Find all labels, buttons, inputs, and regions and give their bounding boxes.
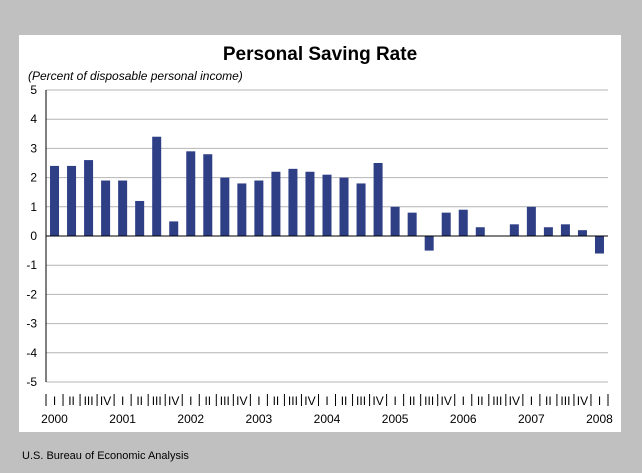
x-tick-label: II [68, 394, 75, 408]
x-tick-label: IV [577, 394, 588, 408]
year-label: 2008 [586, 412, 613, 426]
bar [526, 206, 536, 236]
bar [594, 236, 604, 254]
bar [441, 212, 451, 236]
bar [475, 227, 485, 236]
x-tick-label: IV [168, 394, 179, 408]
bar [220, 177, 230, 236]
year-label: 2005 [382, 412, 409, 426]
bar [101, 180, 111, 236]
bar [390, 206, 400, 236]
y-tick-label: 5 [30, 83, 37, 97]
bar [50, 165, 60, 236]
bar [271, 171, 281, 236]
x-tick-label: IV [304, 394, 315, 408]
x-tick-label: II [409, 394, 416, 408]
bar [373, 163, 383, 236]
year-label: 2004 [314, 412, 341, 426]
bar [135, 200, 145, 236]
year-label: 2001 [109, 412, 136, 426]
bar [577, 230, 587, 236]
x-tick-label: IV [100, 394, 111, 408]
bar [254, 180, 264, 236]
bar [560, 224, 570, 236]
year-label: 2003 [246, 412, 273, 426]
y-tick-label: -2 [26, 287, 37, 301]
bar [288, 168, 298, 236]
bar [186, 151, 196, 236]
y-tick-label: -4 [26, 346, 37, 360]
y-tick-label: 0 [30, 229, 37, 243]
bar [67, 165, 77, 236]
bar [424, 236, 434, 251]
y-tick-label: -3 [26, 317, 37, 331]
x-tick-label: III [84, 394, 94, 408]
x-tick-label: III [560, 394, 570, 408]
bar [152, 136, 162, 236]
x-tick-label: I [598, 394, 601, 408]
chart-title: Personal Saving Rate [222, 44, 418, 65]
y-tick-label: 1 [30, 200, 37, 214]
bar [339, 177, 349, 236]
bar [407, 212, 417, 236]
bar [118, 180, 128, 236]
x-tick-label: II [204, 394, 211, 408]
bar [356, 183, 366, 236]
x-tick-label: II [136, 394, 143, 408]
x-tick-label: I [325, 394, 328, 408]
bar [203, 154, 213, 236]
chart-subtitle: (Percent of disposable personal income) [28, 69, 243, 83]
bar [305, 171, 315, 236]
x-tick-label: III [288, 394, 298, 408]
year-label: 2000 [41, 412, 68, 426]
x-tick-label: I [53, 394, 56, 408]
y-tick-label: -5 [26, 375, 37, 389]
x-tick-label: III [152, 394, 162, 408]
bar [169, 221, 179, 236]
y-tick-label: 3 [30, 141, 37, 155]
x-tick-label: III [220, 394, 230, 408]
x-tick-label: III [492, 394, 502, 408]
bar [322, 174, 332, 236]
bars [50, 136, 604, 254]
x-tick-label: III [424, 394, 434, 408]
x-tick-label: I [530, 394, 533, 408]
y-tick-label: 4 [30, 112, 37, 126]
bar [509, 224, 519, 236]
x-tick-label: IV [236, 394, 247, 408]
x-tick-label: II [477, 394, 484, 408]
bar [237, 183, 247, 236]
x-tick-label: I [257, 394, 260, 408]
y-tick-label: 2 [30, 171, 37, 185]
x-tick-label: II [273, 394, 280, 408]
source-note: U.S. Bureau of Economic Analysis [22, 450, 189, 462]
y-tick-label: -1 [26, 258, 37, 272]
bar [84, 160, 94, 236]
x-tick-label: IV [372, 394, 383, 408]
year-label: 2002 [177, 412, 204, 426]
x-tick-label: I [462, 394, 465, 408]
x-tick-label: IV [509, 394, 520, 408]
bar [458, 209, 468, 236]
year-label: 2006 [450, 412, 477, 426]
x-tick-label: IV [441, 394, 452, 408]
x-tick-label: II [545, 394, 552, 408]
bar [543, 227, 553, 236]
x-tick-label: I [121, 394, 124, 408]
x-tick-label: II [341, 394, 348, 408]
x-tick-label: I [189, 394, 192, 408]
year-label: 2007 [518, 412, 545, 426]
x-tick-label: III [356, 394, 366, 408]
axes [45, 90, 609, 406]
x-tick-label: I [393, 394, 396, 408]
